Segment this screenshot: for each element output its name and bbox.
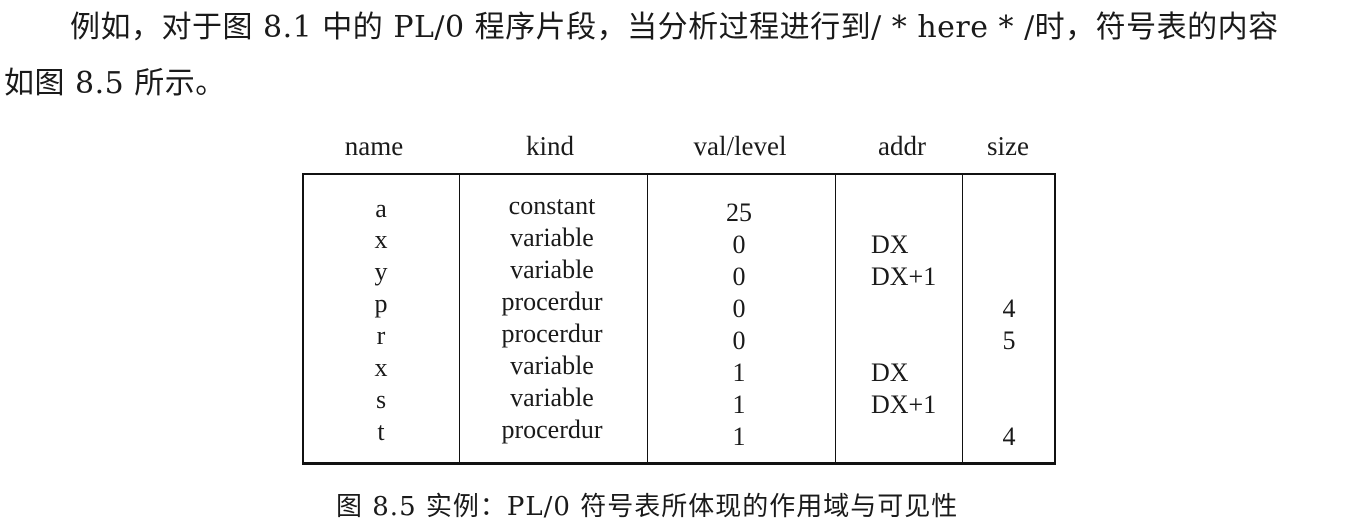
- cell-name: x: [374, 225, 388, 254]
- cell-name: t: [377, 417, 385, 446]
- column-divider: [835, 175, 836, 462]
- cell-val-level: 1: [732, 422, 746, 451]
- cell-addr: DX: [871, 358, 909, 387]
- cell-kind: procerdur: [501, 415, 603, 444]
- figure-caption: 图 8.5 实例：PL/0 符号表所体现的作用域与可见性: [336, 492, 959, 522]
- cell-size: [964, 229, 1054, 261]
- paragraph-line-1: 例如，对于图 8.1 中的 PL/0 程序片段，当分析过程进行到/ * here…: [70, 10, 1279, 45]
- cell-name: y: [374, 257, 388, 286]
- cell-name: s: [375, 385, 387, 414]
- cell-size: [964, 261, 1054, 293]
- cell-name: a: [375, 194, 387, 223]
- header-addr: addr: [878, 131, 926, 161]
- cell-addr: [871, 293, 961, 325]
- cell-size: [964, 389, 1054, 421]
- cell-val-level: 0: [732, 230, 746, 259]
- cell-kind: variable: [510, 223, 594, 252]
- cell-addr: [871, 325, 961, 357]
- paragraph-line-2: 如图 8.5 所示。: [4, 66, 226, 101]
- column-divider: [647, 175, 648, 462]
- column-divider: [962, 175, 963, 462]
- cell-kind: procerdur: [501, 319, 603, 348]
- cell-name: x: [374, 353, 388, 382]
- cell-addr: DX+1: [871, 262, 937, 291]
- column-divider: [459, 175, 460, 462]
- cell-size: 4: [1002, 294, 1016, 323]
- cell-addr: DX+1: [871, 390, 937, 419]
- cell-kind: variable: [510, 351, 594, 380]
- cell-size: [964, 357, 1054, 389]
- cell-size: [964, 197, 1054, 229]
- header-size: size: [987, 131, 1029, 161]
- cell-addr: DX: [871, 230, 909, 259]
- cell-val-level: 25: [726, 198, 752, 227]
- cell-val-level: 1: [732, 358, 746, 387]
- cell-kind: variable: [510, 255, 594, 284]
- header-kind: kind: [525, 131, 574, 161]
- cell-val-level: 1: [732, 390, 746, 419]
- cell-size: 4: [1002, 422, 1016, 451]
- cell-kind: variable: [510, 383, 594, 412]
- cell-kind: procerdur: [501, 287, 603, 316]
- header-name: name: [344, 131, 404, 161]
- cell-name: r: [376, 321, 386, 350]
- cell-val-level: 0: [732, 294, 746, 323]
- cell-val-level: 0: [732, 326, 746, 355]
- header-val-level: val/level: [693, 131, 787, 161]
- cell-name: p: [374, 289, 388, 318]
- cell-kind: constant: [508, 191, 596, 220]
- cell-val-level: 0: [732, 262, 746, 291]
- cell-addr: [871, 197, 961, 229]
- symbol-table: a constant 25 x variable 0 DX y variable…: [302, 173, 1056, 465]
- cell-size: 5: [1002, 326, 1016, 355]
- cell-addr: [871, 421, 961, 453]
